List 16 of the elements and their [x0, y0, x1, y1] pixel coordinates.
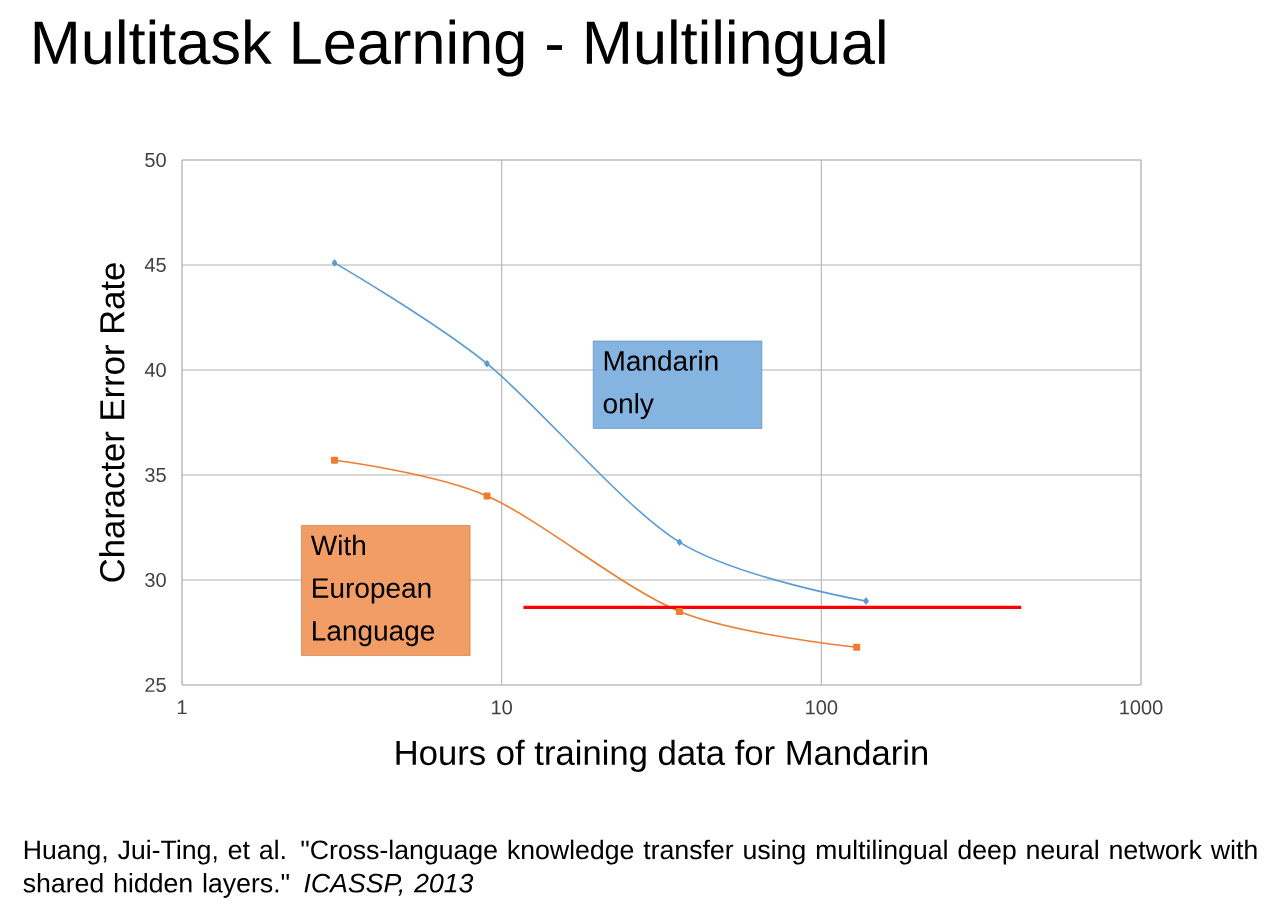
x-axis-title: Hours of training data for Mandarin [396, 739, 927, 772]
chart-title: Multitask Learning - Multilingual [34, 19, 885, 77]
y-tick-label: 35 [145, 467, 166, 483]
y-tick-label: 50 [145, 152, 166, 168]
y-tick-label: 25 [145, 677, 166, 693]
y-tick-label: 45 [144, 258, 166, 272]
text: Huang, Jui-Ting, et al. "Cross-language knowledge transfer using multilingual deep neural network with shared hidden layers." ICASSP, 2013 [23, 839, 1257, 898]
x-tick-label: 10 [492, 700, 512, 715]
x-tick-label: 1000 [1120, 700, 1163, 715]
y-tick-label: 40 [144, 362, 166, 378]
x-tick-label: 1 [177, 700, 187, 715]
series-label: With European Language [310, 534, 435, 647]
y-tick-label: 30 [145, 572, 166, 588]
series-label: Mandarin only [603, 350, 718, 420]
y-axis-title: Character Error Rate [99, 263, 125, 582]
x-tick-label: 100 [806, 700, 838, 715]
